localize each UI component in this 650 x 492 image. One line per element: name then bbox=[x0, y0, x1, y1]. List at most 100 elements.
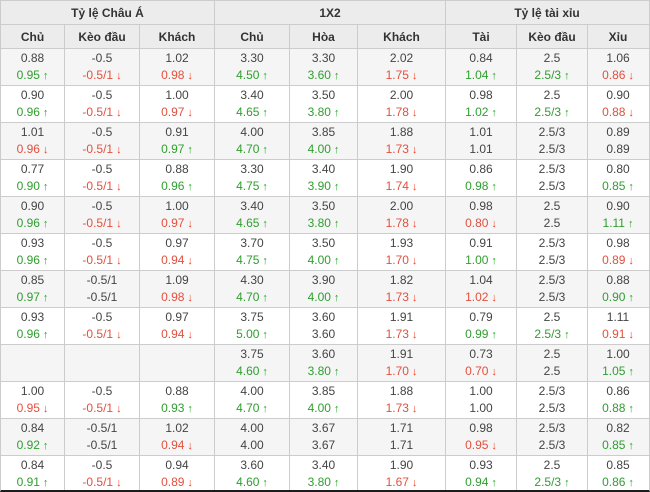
odds-opening-value: -0.5 bbox=[91, 235, 113, 250]
odds-opening-value: 1.00 bbox=[165, 198, 189, 213]
odds-live-value: 1.78 ↓ bbox=[385, 104, 418, 119]
odds-cell: 1.00 0.97 ↓ bbox=[140, 197, 215, 233]
arrow-up-icon: ↑ bbox=[333, 291, 340, 304]
odds-opening-value: 2.5/3 bbox=[538, 162, 566, 176]
odds-live-value: 0.96 ↑ bbox=[161, 178, 193, 193]
arrow-up-icon: ↑ bbox=[42, 439, 49, 452]
odds-cell: 0.88 0.96 ↑ bbox=[140, 160, 215, 196]
odds-cell: 3.30 4.50 ↑ bbox=[215, 49, 290, 85]
arrow-down-icon: ↓ bbox=[116, 476, 122, 489]
odds-cell bbox=[65, 345, 140, 381]
odds-opening-value: 3.40 bbox=[240, 87, 264, 102]
odds-opening-value: 2.5 bbox=[543, 50, 561, 65]
odds-opening-value: 0.93 bbox=[20, 309, 45, 324]
odds-live-value: 0.94 ↓ bbox=[161, 437, 193, 452]
odds-cell: 3.75 4.60 ↑ bbox=[215, 345, 290, 381]
odds-opening-value: 2.5 bbox=[543, 309, 561, 324]
odds-cell: 2.02 1.75 ↓ bbox=[358, 49, 446, 85]
odds-live-value: 0.97 ↑ bbox=[161, 141, 193, 156]
arrow-up-icon: ↑ bbox=[333, 365, 340, 378]
odds-opening-value: 3.50 bbox=[311, 87, 336, 102]
arrow-up-icon: ↑ bbox=[628, 180, 634, 193]
odds-cell: 3.40 3.90 ↑ bbox=[290, 160, 358, 196]
odds-opening-value: 1.04 bbox=[469, 272, 493, 287]
odds-live-value: 1.11 ↑ bbox=[602, 215, 634, 230]
odds-cell: 1.91 1.70 ↓ bbox=[358, 345, 446, 381]
odds-cell: 0.97 0.94 ↓ bbox=[140, 234, 215, 270]
odds-cell: 2.5/3 2.5/3 bbox=[517, 123, 588, 159]
group-header-over-under: Tỷ lệ tài xỉu bbox=[514, 5, 580, 20]
arrow-up-icon: ↑ bbox=[262, 143, 268, 156]
odds-live-value: 1.73 ↓ bbox=[385, 141, 418, 156]
odds-cell: 1.71 1.71 bbox=[358, 419, 446, 455]
odds-live-value: 0.80 ↓ bbox=[465, 215, 497, 230]
odds-live-value: 0.96 ↑ bbox=[16, 252, 49, 267]
arrow-up-icon: ↑ bbox=[491, 254, 497, 267]
odds-opening-value: 3.60 bbox=[311, 310, 336, 324]
odds-live-value: 0.88 ↓ bbox=[602, 104, 634, 119]
odds-cell: 2.5 2.5 bbox=[517, 197, 588, 233]
odds-cell: 1.88 1.73 ↓ bbox=[358, 123, 446, 159]
odds-live-value: 0.88 ↑ bbox=[602, 400, 634, 415]
arrow-down-icon: ↓ bbox=[411, 476, 418, 489]
arrow-up-icon: ↑ bbox=[491, 476, 497, 489]
odds-live-value: 0.89 ↓ bbox=[602, 252, 634, 267]
odds-live-value: 0.90 ↑ bbox=[16, 178, 49, 193]
odds-live-value: 2.5/3 bbox=[538, 290, 566, 304]
odds-opening-value: 0.80 bbox=[606, 161, 630, 176]
odds-opening-value: 2.5 bbox=[543, 457, 561, 472]
odds-opening-value: 0.88 bbox=[20, 50, 45, 65]
odds-live-value: -0.5/1 ↓ bbox=[82, 67, 122, 82]
odds-live-value: -0.5/1 ↓ bbox=[82, 141, 122, 156]
odds-cell: 0.88 0.93 ↑ bbox=[140, 382, 215, 418]
table-row: 0.77 0.90 ↑ -0.5 -0.5/1 ↓ 0.88 0.96 ↑ 3.30 4.75 ↑ 3.… bbox=[1, 160, 649, 197]
odds-opening-value: 2.00 bbox=[389, 87, 414, 102]
odds-cell: 0.80 0.85 ↑ bbox=[588, 160, 648, 196]
arrow-down-icon: ↓ bbox=[116, 106, 122, 119]
odds-opening-value: 1.71 bbox=[389, 421, 414, 435]
odds-live-value: 0.70 ↓ bbox=[465, 363, 497, 378]
arrow-up-icon: ↑ bbox=[628, 476, 634, 489]
odds-opening-value: 0.82 bbox=[606, 420, 630, 435]
odds-live-value: 1.00 ↑ bbox=[465, 252, 497, 267]
arrow-up-icon: ↑ bbox=[333, 69, 340, 82]
table-row: 0.90 0.96 ↑ -0.5 -0.5/1 ↓ 1.00 0.97 ↓ 3.40 4.65 ↑ 3.… bbox=[1, 86, 649, 123]
odds-cell: 1.00 1.05 ↑ bbox=[588, 345, 648, 381]
odds-live-value: 3.90 ↑ bbox=[307, 178, 340, 193]
odds-live-value: 1.01 bbox=[469, 142, 493, 156]
odds-cell: 1.00 0.95 ↓ bbox=[1, 382, 65, 418]
odds-opening-value: 4.30 bbox=[240, 272, 264, 287]
odds-opening-value: 0.98 bbox=[469, 198, 493, 213]
odds-opening-value: 0.93 bbox=[469, 457, 493, 472]
odds-cell: 1.90 1.74 ↓ bbox=[358, 160, 446, 196]
odds-live-value: 0.85 ↑ bbox=[602, 178, 634, 193]
arrow-down-icon: ↓ bbox=[187, 476, 193, 489]
arrow-up-icon: ↑ bbox=[42, 106, 49, 119]
odds-opening-value: 0.91 bbox=[165, 124, 189, 139]
odds-cell: 1.88 1.73 ↓ bbox=[358, 382, 446, 418]
arrow-up-icon: ↑ bbox=[564, 106, 570, 119]
odds-live-value: 2.5/3 ↑ bbox=[534, 474, 570, 489]
odds-live-value: 4.65 ↑ bbox=[236, 215, 268, 230]
odds-cell: 3.67 3.67 bbox=[290, 419, 358, 455]
odds-cell: 4.00 4.70 ↑ bbox=[215, 123, 290, 159]
odds-opening-value: 1.00 bbox=[469, 384, 493, 398]
odds-cell: 3.30 4.75 ↑ bbox=[215, 160, 290, 196]
odds-cell: 4.00 4.70 ↑ bbox=[215, 382, 290, 418]
odds-cell: 1.06 0.86 ↓ bbox=[588, 49, 648, 85]
odds-opening-value: 4.00 bbox=[240, 421, 264, 435]
arrow-down-icon: ↓ bbox=[628, 328, 634, 341]
table-header-columns: Chủ Kèo đầu Khách Chủ Hòa Khách Tài Kèo … bbox=[1, 25, 649, 49]
odds-opening-value: 3.50 bbox=[311, 235, 336, 250]
odds-live-value: 4.75 ↑ bbox=[236, 252, 268, 267]
arrow-up-icon: ↑ bbox=[42, 180, 49, 193]
odds-opening-value: 3.67 bbox=[311, 421, 336, 435]
odds-live-value: 1.73 ↓ bbox=[385, 289, 418, 304]
odds-live-value: 1.78 ↓ bbox=[385, 215, 418, 230]
odds-live-value: 0.98 ↑ bbox=[465, 178, 497, 193]
odds-cell: -0.5 -0.5/1 ↓ bbox=[65, 382, 140, 418]
arrow-up-icon: ↑ bbox=[491, 69, 497, 82]
odds-live-value: 3.60 ↑ bbox=[307, 67, 340, 82]
odds-opening-value: 3.40 bbox=[311, 161, 336, 176]
odds-cell: 0.98 0.89 ↓ bbox=[588, 234, 648, 270]
